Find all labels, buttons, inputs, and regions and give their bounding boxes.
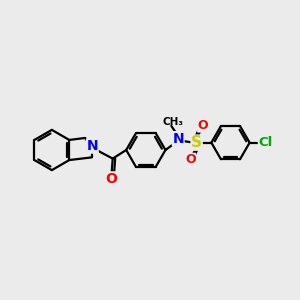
Text: N: N bbox=[86, 139, 98, 153]
Text: O: O bbox=[198, 119, 208, 132]
Text: S: S bbox=[191, 135, 202, 150]
Text: O: O bbox=[106, 172, 117, 186]
Text: CH₃: CH₃ bbox=[162, 117, 183, 127]
Text: N: N bbox=[172, 132, 184, 146]
Text: Cl: Cl bbox=[258, 136, 273, 149]
Text: O: O bbox=[185, 153, 196, 166]
